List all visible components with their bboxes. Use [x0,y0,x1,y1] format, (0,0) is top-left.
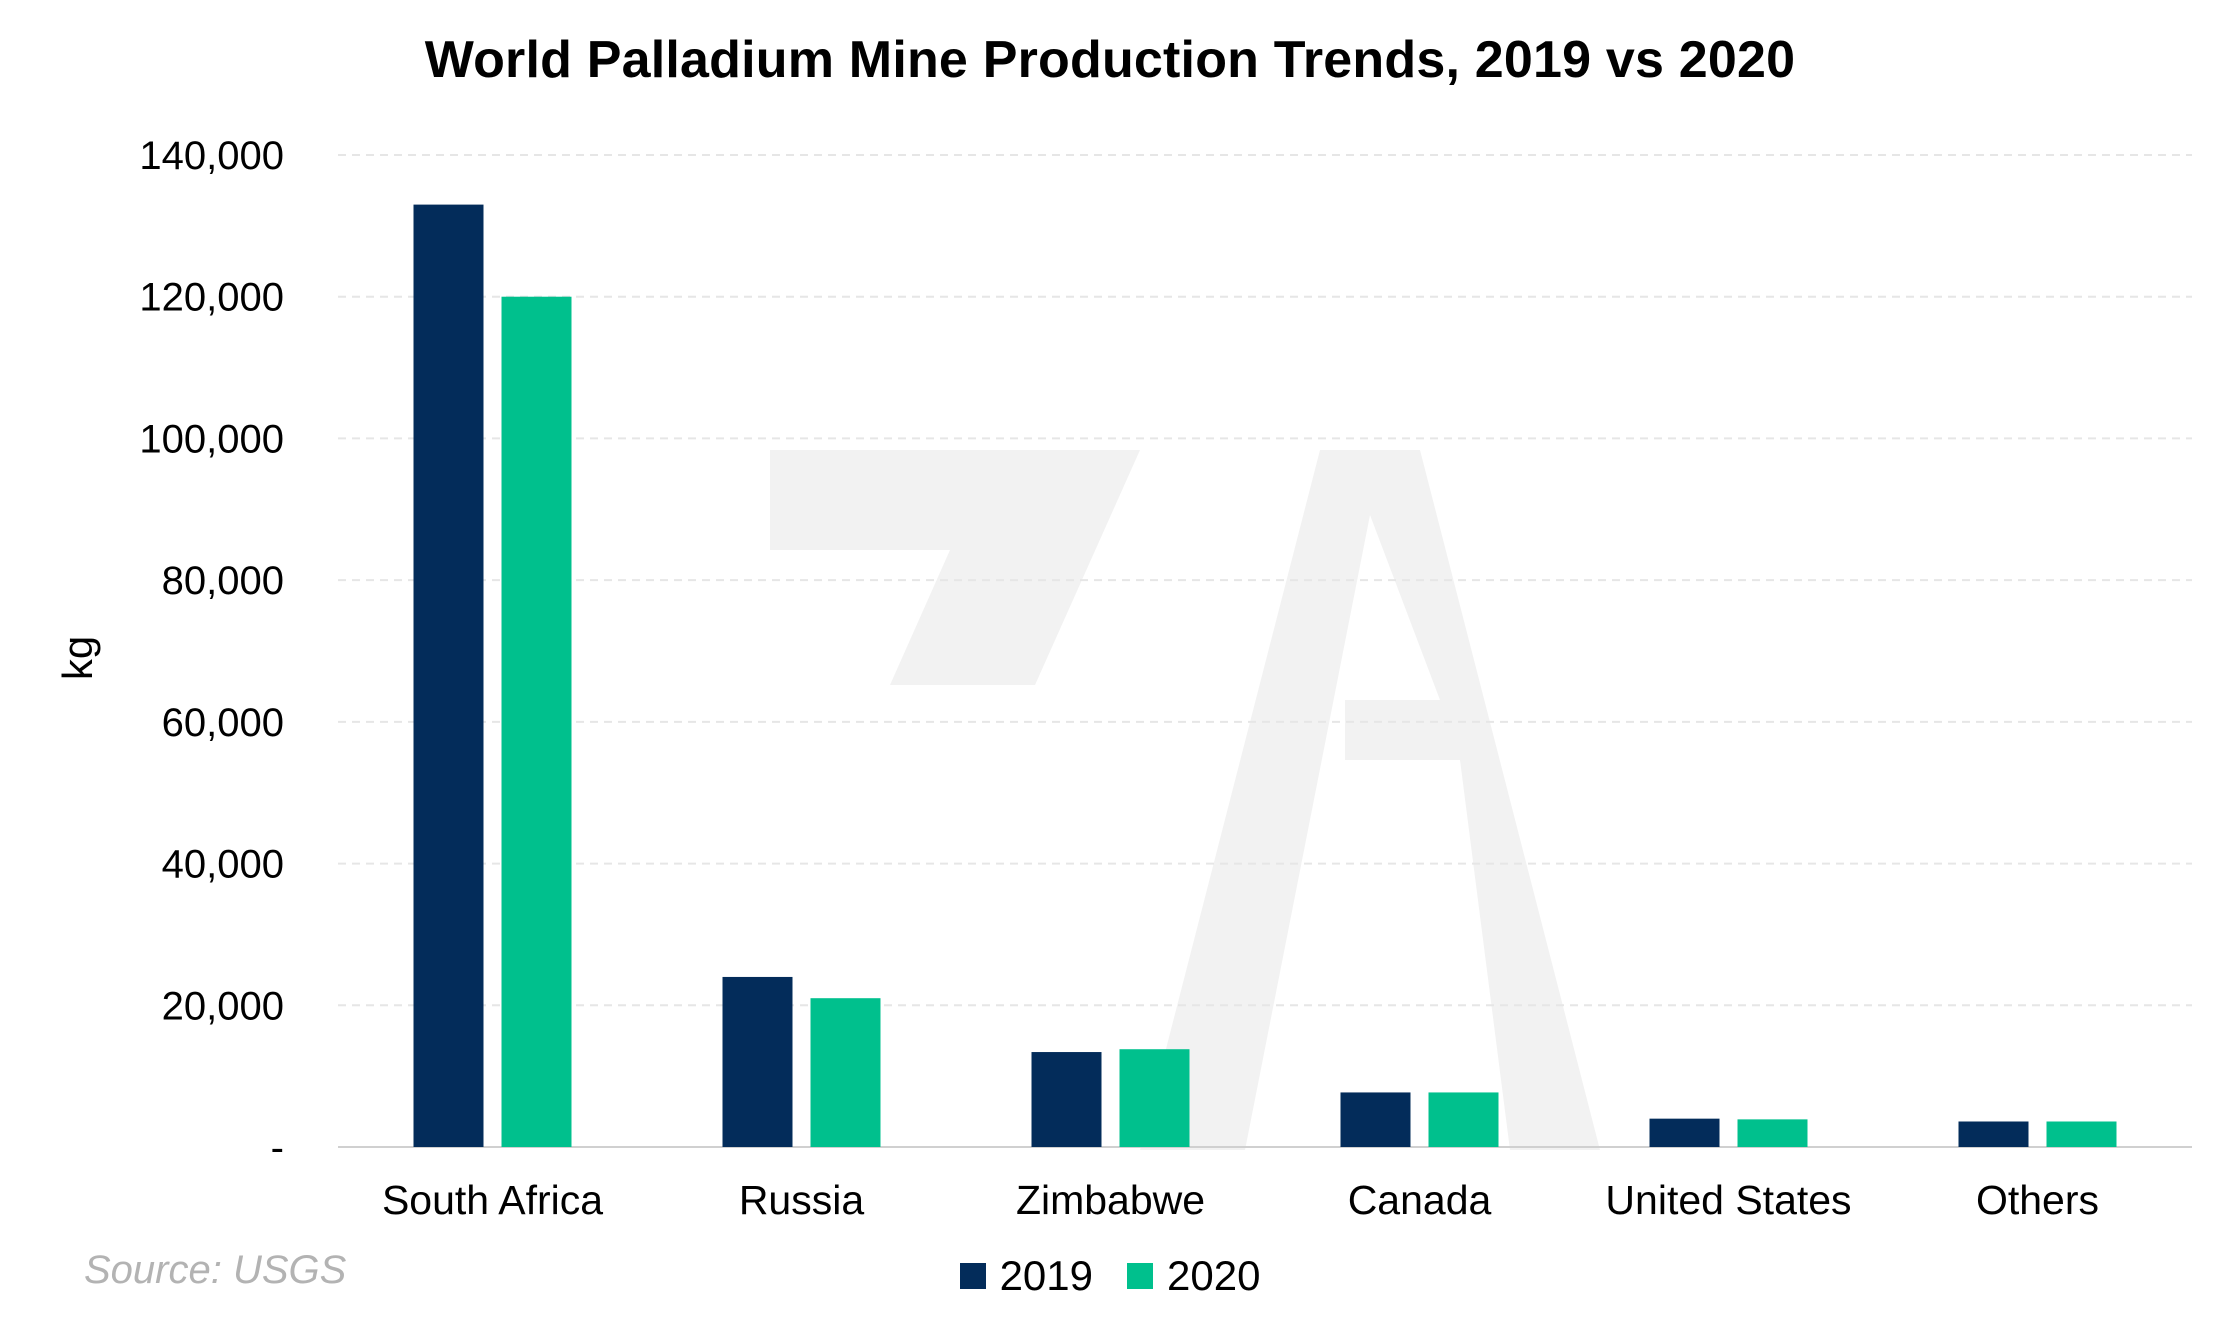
bars [413,204,2117,1148]
legend-label-2020: 2020 [1167,1252,1261,1299]
bar-2019-canada [1340,1092,1411,1147]
legend-item-2019: 2019 [959,1252,1093,1300]
bar-2019-others [1958,1121,2029,1147]
bar-2019-south-africa [413,204,484,1148]
source-note: Source: USGS [84,1248,347,1292]
y-tick-label: 140,000 [139,134,284,178]
x-tick-label: Russia [739,1177,865,1223]
axis-labels: - 20,000 40,000 60,000 80,000 100,000 120,000 1… [139,134,2099,1223]
bar-2019-zimbabwe [1031,1052,1102,1147]
x-tick-label: United States [1605,1177,1851,1223]
bar-2020-canada [1428,1092,1499,1147]
bar-2020-others [2046,1121,2117,1147]
y-tick-label: 120,000 [139,276,284,320]
bar-2020-russia [810,998,881,1147]
x-tick-label: Canada [1348,1177,1492,1223]
legend: 2019 2020 [0,1252,2220,1300]
bar-2019-russia [722,976,793,1147]
bar-2020-zimbabwe [1119,1049,1190,1147]
legend-swatch-2019 [959,1263,986,1289]
x-tick-label: Others [1976,1177,2099,1223]
bar-2020-united-states [1737,1119,1808,1147]
gridlines [338,154,2192,1007]
y-tick-label: 20,000 [162,984,284,1028]
x-tick-label: Zimbabwe [1016,1177,1205,1223]
bar-2020-south-africa [501,296,572,1147]
y-tick-label: 80,000 [162,559,284,603]
legend-item-2020: 2020 [1127,1252,1260,1300]
y-tick-label: - [271,1126,284,1170]
y-tick-label: 100,000 [139,417,284,461]
y-tick-label: 60,000 [162,701,284,745]
y-tick-label: 40,000 [162,843,284,887]
y-axis-label: kg [54,636,101,680]
watermark-logo [770,450,1600,1150]
bar-2019-united-states [1649,1118,1720,1147]
legend-label-2019: 2019 [999,1252,1093,1299]
legend-swatch-2020 [1127,1263,1153,1289]
chart-title: World Palladium Mine Production Trends, … [424,31,1796,89]
x-tick-label: South Africa [382,1177,603,1223]
